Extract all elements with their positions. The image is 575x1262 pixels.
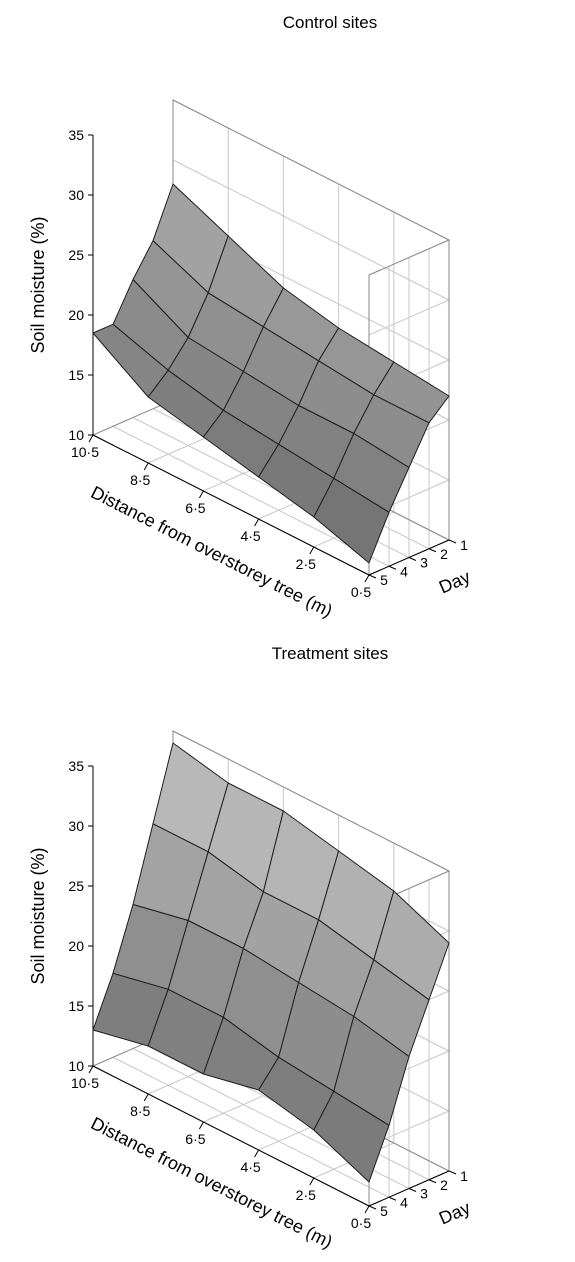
z-tick-label: 15: [68, 367, 84, 383]
z-axis-label: Soil moisture (%): [28, 847, 48, 984]
y-tick: [448, 1170, 457, 1175]
z-tick-label: 25: [68, 247, 84, 263]
z-tick-label: 30: [68, 187, 84, 203]
y-tick: [368, 574, 377, 579]
chart-title: Treatment sites: [272, 644, 389, 663]
x-tick-label: 8·5: [130, 472, 150, 488]
gridline: [112, 1056, 390, 1198]
y-tick: [428, 548, 437, 553]
x-tick: [254, 518, 260, 527]
x-axis-line: [92, 1065, 370, 1207]
y-tick-label: 4: [400, 1194, 408, 1210]
y-tick-label: 3: [420, 555, 428, 571]
treatment-sites-chart: Treatment sites10152025303510·58·56·54·5…: [28, 644, 473, 1252]
chart-title: Control sites: [283, 13, 377, 32]
x-tick-label: 2·5: [296, 1187, 316, 1203]
y-tick: [428, 1179, 437, 1184]
y-tick: [388, 1196, 397, 1201]
x-tick-label: 0·5: [351, 1215, 371, 1231]
z-tick-label: 30: [68, 818, 84, 834]
z-tick-label: 20: [68, 307, 84, 323]
z-tick-label: 25: [68, 878, 84, 894]
y-tick-label: 5: [380, 572, 388, 588]
y-axis-label: Day: [436, 566, 473, 597]
x-tick-label: 4·5: [240, 1159, 260, 1175]
gridline: [112, 425, 390, 567]
x-axis-line: [92, 434, 370, 576]
y-tick: [388, 565, 397, 570]
x-tick: [309, 546, 315, 555]
x-tick: [364, 574, 370, 583]
y-tick: [368, 1205, 377, 1210]
y-tick-label: 1: [460, 537, 468, 553]
z-tick-label: 10: [68, 1058, 84, 1074]
y-tick-label: 2: [440, 1177, 448, 1193]
surface-cell: [313, 477, 390, 564]
x-tick-label: 10·5: [71, 444, 99, 460]
x-tick-label: 6·5: [185, 1131, 205, 1147]
z-axis-label: Soil moisture (%): [28, 216, 48, 353]
z-tick-label: 20: [68, 938, 84, 954]
y-tick-label: 1: [460, 1168, 468, 1184]
x-tick-label: 2·5: [296, 556, 316, 572]
y-tick-label: 4: [400, 563, 408, 579]
x-tick: [198, 1121, 204, 1130]
x-tick-label: 0·5: [351, 584, 371, 600]
z-tick-label: 35: [68, 127, 84, 143]
x-axis-label: Distance from overstorey tree (m): [88, 1113, 336, 1252]
x-tick: [309, 1177, 315, 1186]
x-tick: [143, 1093, 149, 1102]
y-axis-label: Day: [436, 1197, 473, 1228]
x-tick: [88, 434, 94, 443]
x-tick: [198, 490, 204, 499]
z-tick-label: 35: [68, 758, 84, 774]
x-tick-label: 6·5: [185, 500, 205, 516]
y-tick-label: 3: [420, 1186, 428, 1202]
y-tick-label: 5: [380, 1203, 388, 1219]
gridline: [172, 159, 450, 301]
y-tick-label: 2: [440, 546, 448, 562]
y-tick: [408, 1188, 417, 1192]
x-tick-label: 4·5: [240, 528, 260, 544]
x-tick: [88, 1065, 94, 1074]
z-tick-label: 15: [68, 998, 84, 1014]
y-tick: [408, 557, 417, 561]
surface-cell: [313, 1090, 390, 1183]
x-tick-label: 8·5: [130, 1103, 150, 1119]
control-sites-chart: Control sites10152025303510·58·56·54·52·…: [28, 13, 473, 621]
x-tick-label: 10·5: [71, 1075, 99, 1091]
y-tick: [448, 539, 457, 544]
x-tick: [143, 462, 149, 471]
x-tick: [254, 1149, 260, 1158]
x-tick: [364, 1205, 370, 1214]
z-tick-label: 10: [68, 427, 84, 443]
